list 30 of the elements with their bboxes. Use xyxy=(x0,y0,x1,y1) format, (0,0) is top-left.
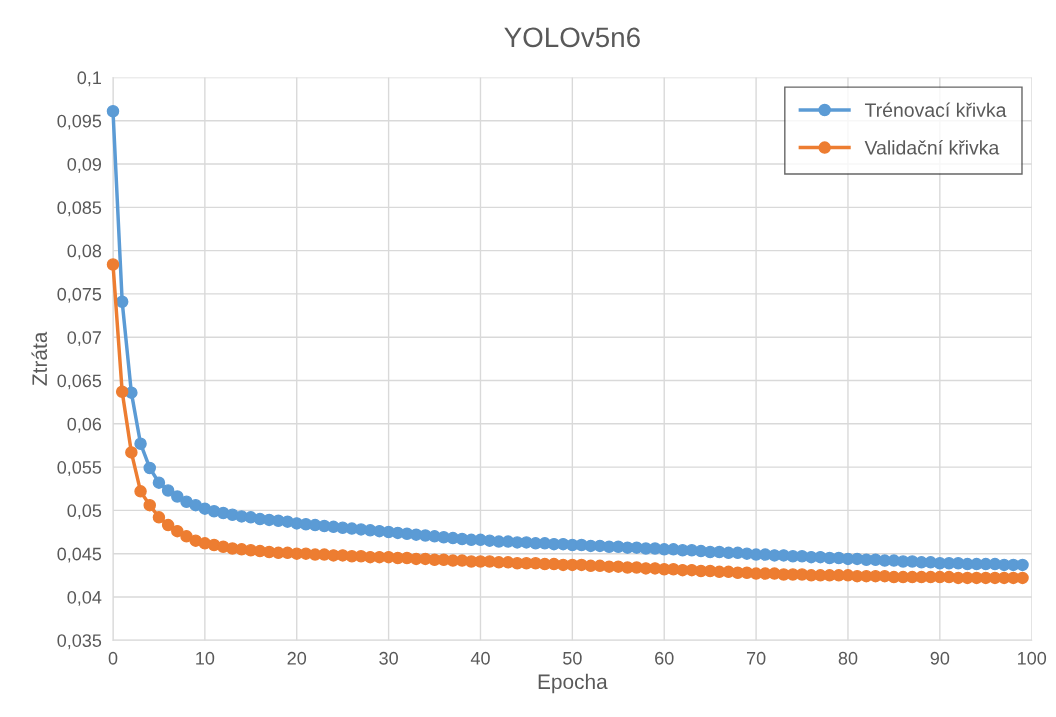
y-tick-label: 0,07 xyxy=(67,331,101,347)
y-tick-label: 0,09 xyxy=(67,157,102,173)
x-tick-label: 10 xyxy=(196,651,215,665)
chart-title: YOLOv5n6 xyxy=(504,27,640,48)
y-tick-label: 0,08 xyxy=(67,244,102,260)
y-tick-label: 0,05 xyxy=(67,504,102,520)
legend-label: Trénovací křivka xyxy=(864,102,1007,117)
y-tick-label: 0,035 xyxy=(57,634,102,650)
x-tick-label: 30 xyxy=(379,651,398,665)
x-tick-label: 60 xyxy=(655,651,674,665)
legend-label: Validační křivka xyxy=(864,140,1000,155)
x-tick-label: 0 xyxy=(108,651,118,665)
x-axis-title: Epocha xyxy=(538,673,608,694)
x-tick-label: 90 xyxy=(930,651,950,665)
x-tick-label: 40 xyxy=(470,651,490,665)
y-tick-label: 0,095 xyxy=(57,114,102,130)
x-tick-label: 100 xyxy=(1018,651,1047,665)
x-tick-label: 80 xyxy=(838,651,858,665)
y-tick-label: 0,075 xyxy=(57,287,102,303)
y-tick-label: 0,065 xyxy=(57,374,102,390)
y-tick-label: 0,1 xyxy=(77,71,101,87)
y-tick-label: 0,085 xyxy=(57,201,102,217)
x-tick-label: 20 xyxy=(287,651,307,665)
x-tick-label: 50 xyxy=(563,651,582,665)
x-tick-label: 70 xyxy=(746,651,766,665)
y-axis-title: Ztráta xyxy=(31,331,48,386)
y-tick-label: 0,055 xyxy=(57,461,102,476)
y-tick-label: 0,06 xyxy=(67,417,102,433)
y-tick-label: 0,045 xyxy=(57,547,102,563)
y-tick-label: 0,04 xyxy=(67,590,102,606)
